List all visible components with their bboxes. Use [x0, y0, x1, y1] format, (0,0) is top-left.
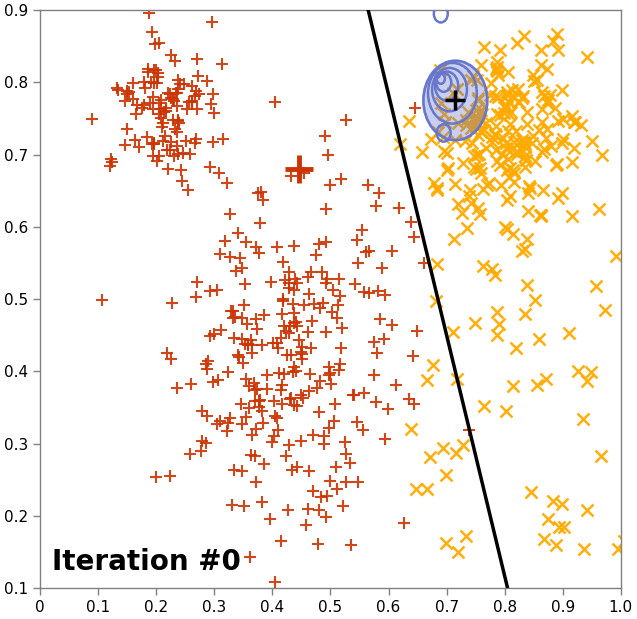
Text: Iteration #0: Iteration #0	[52, 548, 241, 576]
Circle shape	[424, 61, 487, 140]
